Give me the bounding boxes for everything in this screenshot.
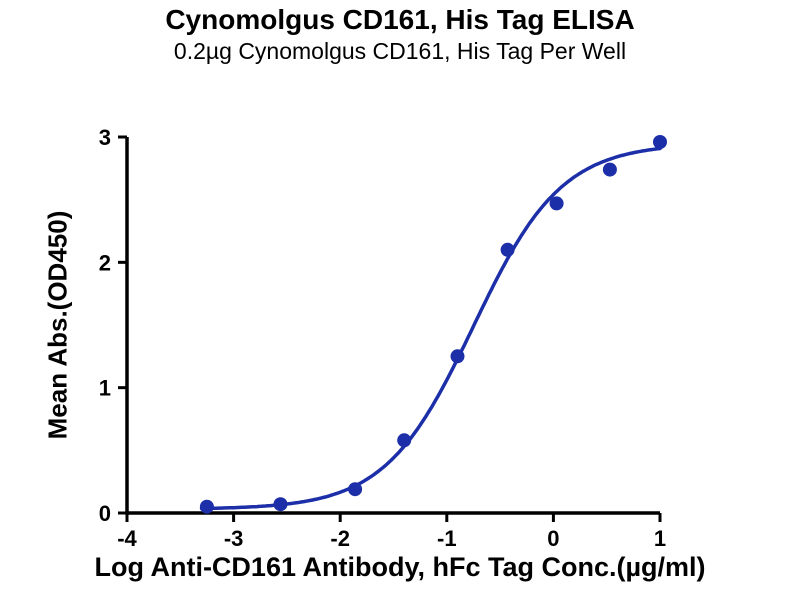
- y-tick-label: 2: [99, 250, 111, 275]
- data-point: [602, 162, 617, 177]
- chart-subtitle: 0.2µg Cynomolgus CD161, His Tag Per Well: [173, 38, 627, 64]
- y-tick-label: 0: [99, 501, 111, 526]
- data-point: [450, 349, 465, 364]
- data-point: [549, 196, 564, 211]
- x-tick-label: 1: [654, 526, 666, 551]
- x-axis-label: Log Anti-CD161 Antibody, hFc Tag Conc.(µ…: [94, 552, 706, 582]
- x-tick-label: -2: [330, 526, 350, 551]
- data-point: [653, 135, 667, 149]
- x-tick-label: -3: [224, 526, 244, 551]
- page-title: Cynomolgus CD161, His Tag ELISA: [165, 4, 635, 35]
- data-point: [397, 433, 412, 448]
- data-point: [500, 242, 515, 257]
- data-point: [348, 482, 363, 497]
- y-tick-label: 3: [99, 125, 111, 150]
- x-tick-label: 0: [547, 526, 559, 551]
- y-axis-label: Mean Abs.(OD450): [42, 210, 73, 440]
- x-tick-label: -1: [437, 526, 457, 551]
- x-tick-label: -4: [117, 526, 137, 551]
- y-tick-label: 1: [99, 376, 111, 401]
- data-point: [199, 499, 214, 514]
- fit-curve: [199, 146, 662, 511]
- data-point: [273, 497, 288, 512]
